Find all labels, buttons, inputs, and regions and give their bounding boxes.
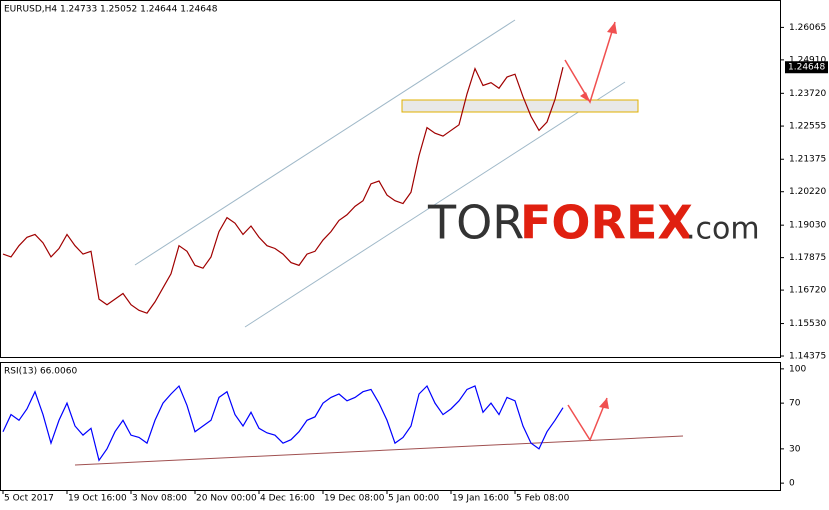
y-tick-label: 1.15530 xyxy=(789,319,826,329)
arrow-head xyxy=(599,398,609,409)
x-tick-label: 19 Jan 16:00 xyxy=(452,494,509,504)
rsi-panel xyxy=(0,362,781,491)
forecast-arrow xyxy=(567,397,608,442)
watermark: .com xyxy=(686,212,760,247)
last-price-box xyxy=(785,61,828,74)
x-tick-label: 5 Feb 08:00 xyxy=(516,494,570,504)
y-tick-label: 1.16720 xyxy=(789,286,826,296)
y-tick-label: 30 xyxy=(789,444,801,454)
rsi-title: RSI(13) 66.0060 xyxy=(4,367,77,377)
x-tick-label: 5 Jan 00:00 xyxy=(388,494,440,504)
watermark: TOR xyxy=(427,196,524,250)
x-tick-label: 5 Oct 2017 xyxy=(4,494,54,504)
x-tick-label: 3 Nov 08:00 xyxy=(132,494,187,504)
y-tick-label: 1.26065 xyxy=(789,23,826,33)
x-tick-label: 19 Dec 08:00 xyxy=(324,494,385,504)
support-zone xyxy=(401,99,639,113)
y-tick-label: 1.24910 xyxy=(789,55,826,65)
y-tick-label: 0 xyxy=(789,479,795,489)
y-tick-label: 100 xyxy=(789,364,806,374)
x-tick-label: 4 Dec 16:00 xyxy=(260,494,315,504)
y-tick-label: 1.22555 xyxy=(789,122,826,132)
series-line xyxy=(2,66,564,314)
price-panel xyxy=(0,0,781,358)
y-tick-label: 70 xyxy=(789,399,801,409)
series-line xyxy=(2,384,564,462)
y-tick-label: 1.23720 xyxy=(789,89,826,99)
arrow-head xyxy=(607,22,617,34)
x-tick-label: 19 Oct 16:00 xyxy=(68,494,127,504)
channel-line xyxy=(244,81,626,328)
x-tick-label: 20 Nov 00:00 xyxy=(196,494,257,504)
y-tick-label: 1.20220 xyxy=(789,187,826,197)
watermark: FOREX xyxy=(520,196,693,250)
y-tick-label: 1.14375 xyxy=(789,352,826,362)
rsi-trendline xyxy=(74,435,684,466)
y-tick-label: 1.19030 xyxy=(789,221,826,231)
arrow-head xyxy=(580,92,590,102)
y-tick-label: 1.17875 xyxy=(789,253,826,263)
y-tick-label: 1.21375 xyxy=(789,155,826,165)
channel-line xyxy=(134,19,516,266)
chart-title: EURUSD,H4 1.24733 1.25052 1.24644 1.2464… xyxy=(4,5,218,15)
last-price-label: 1.24648 xyxy=(788,63,825,73)
